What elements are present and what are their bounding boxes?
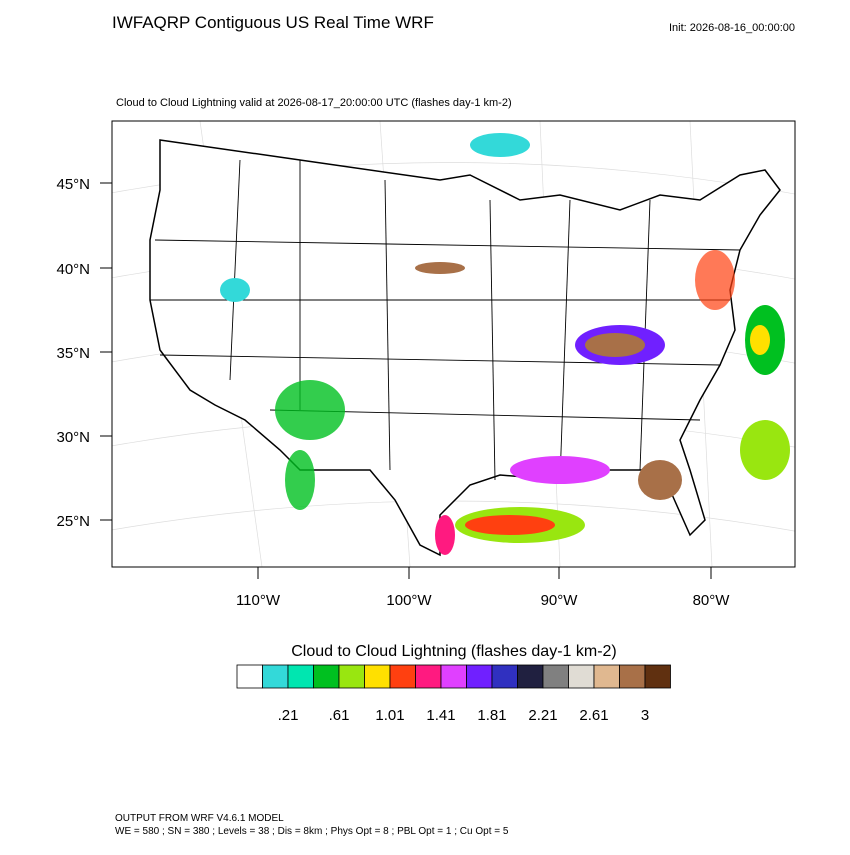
lon-label: 100°W <box>386 592 432 609</box>
lon-label: 80°W <box>693 592 731 609</box>
lon-label: 90°W <box>541 592 579 609</box>
footer-line: WE = 580 ; SN = 380 ; Levels = 38 ; Dis … <box>115 826 509 837</box>
colorbar-box <box>568 664 595 689</box>
colorbar-box <box>466 664 493 689</box>
colorbar-title: Cloud to Cloud Lightning (flashes day-1 … <box>291 643 617 660</box>
lat-label: 30°N <box>56 429 90 446</box>
lat-label: 35°N <box>56 345 90 362</box>
colorbar-box <box>440 664 467 689</box>
map-subtitle: Cloud to Cloud Lightning valid at 2026-0… <box>116 97 512 109</box>
colorbar-box <box>619 664 646 689</box>
lat-label: 40°N <box>56 261 90 278</box>
lat-label: 45°N <box>56 176 90 193</box>
us-outline <box>149 139 781 557</box>
colorbar-label: 1.41 <box>426 707 455 724</box>
colorbar-label: 2.61 <box>579 707 608 724</box>
colorbar-box <box>364 664 391 689</box>
colorbar-box <box>287 664 314 689</box>
colorbar-box <box>236 664 263 689</box>
colorbar: .21 .61 1.01 1.41 1.81 2.21 2.61 3 <box>236 664 671 724</box>
colorbar-box <box>338 664 365 689</box>
lat-label: 25°N <box>56 513 90 530</box>
lon-labels: 110°W 100°W 90°W 80°W <box>236 567 730 609</box>
map <box>111 120 796 568</box>
colorbar-box <box>644 664 671 689</box>
colorbar-label: .61 <box>329 707 350 724</box>
colorbar-label: 2.21 <box>528 707 557 724</box>
colorbar-box <box>262 664 289 689</box>
colorbar-box <box>415 664 442 689</box>
lightning-areas <box>220 133 790 555</box>
lon-label: 110°W <box>236 592 281 609</box>
map-frame <box>111 120 796 568</box>
colorbar-label: 3 <box>641 707 649 724</box>
colorbar-box <box>389 664 416 689</box>
colorbar-label: 1.01 <box>375 707 404 724</box>
init-time: Init: 2026-08-16_00:00:00 <box>669 22 795 34</box>
colorbar-box <box>491 664 518 689</box>
colorbar-label: 1.81 <box>477 707 506 724</box>
lat-labels: 45°N 40°N 35°N 30°N 25°N <box>56 176 112 530</box>
footer-line: OUTPUT FROM WRF V4.6.1 MODEL <box>115 813 284 824</box>
colorbar-box <box>542 664 569 689</box>
colorbar-box <box>593 664 620 689</box>
title: IWFAQRP Contiguous US Real Time WRF <box>112 13 434 32</box>
colorbar-box <box>313 664 340 689</box>
colorbar-label: .21 <box>278 707 299 724</box>
colorbar-box <box>517 664 544 689</box>
